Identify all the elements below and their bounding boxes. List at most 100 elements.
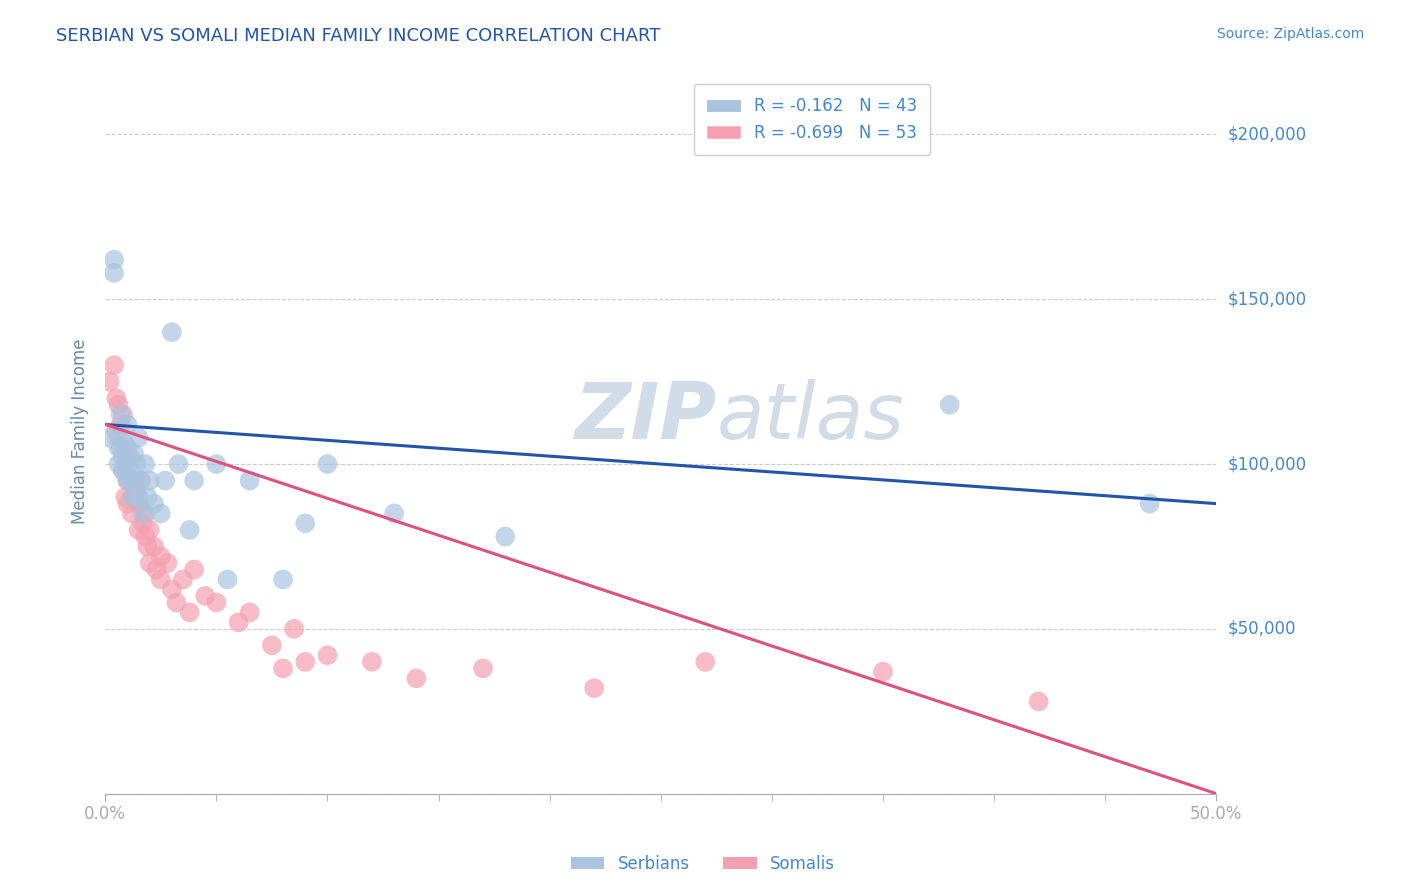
Point [98,431,121,445]
Point [118,450,141,465]
Point [1028,694,1050,708]
Point [128,431,150,445]
Point [121,507,143,521]
Point [361,655,384,669]
Point [382,507,405,521]
Point [194,589,217,603]
Text: $150,000: $150,000 [1227,290,1306,309]
Point [103,358,125,372]
Point [294,655,316,669]
Point [405,671,427,685]
Point [122,447,145,461]
Point [114,457,136,471]
Point [156,556,179,570]
Point [160,325,183,339]
Point [149,549,172,564]
Point [125,483,148,498]
Point [117,497,139,511]
Point [110,408,132,422]
Point [110,441,132,455]
Point [205,457,228,471]
Point [111,408,134,422]
Point [128,490,150,504]
Point [128,523,150,537]
Point [283,622,305,636]
Point [472,661,495,675]
Point [183,474,205,488]
Point [145,562,167,576]
Point [121,474,143,488]
Point [136,490,159,504]
Legend: R = -0.162   N = 43, R = -0.699   N = 53: R = -0.162 N = 43, R = -0.699 N = 53 [693,84,931,155]
Point [117,417,139,432]
Point [172,573,194,587]
Point [105,391,128,405]
Point [217,573,239,587]
Y-axis label: Median Family Income: Median Family Income [72,338,89,524]
Point [129,474,152,488]
Point [138,556,160,570]
Point [294,516,316,531]
Point [149,507,172,521]
Point [103,266,125,280]
Point [110,417,132,432]
Text: atlas: atlas [717,378,904,455]
Point [134,530,156,544]
Point [695,655,717,669]
Point [155,474,177,488]
Point [134,507,156,521]
Point [98,375,121,389]
Point [1139,497,1161,511]
Point [136,540,159,554]
Point [183,562,205,576]
Point [111,464,134,478]
Point [138,474,160,488]
Point [316,457,339,471]
Text: ZIP: ZIP [574,378,717,455]
Point [117,474,139,488]
Point [138,523,160,537]
Point [143,497,166,511]
Point [160,582,183,597]
Point [117,474,139,488]
Point [205,595,228,609]
Point [179,523,201,537]
Point [872,665,894,679]
Point [125,457,148,471]
Point [167,457,190,471]
Point [583,681,606,696]
Point [122,474,145,488]
Point [260,638,283,652]
Point [132,507,155,521]
Point [107,398,129,412]
Point [111,450,134,465]
Point [122,490,145,504]
Point [118,457,141,471]
Point [494,530,516,544]
Point [165,595,187,609]
Text: $50,000: $50,000 [1227,620,1296,638]
Point [149,573,172,587]
Point [179,606,201,620]
Point [107,457,129,471]
Point [121,490,143,504]
Text: Source: ZipAtlas.com: Source: ZipAtlas.com [1216,27,1364,41]
Point [114,490,136,504]
Point [143,540,166,554]
Point [117,441,139,455]
Point [239,606,262,620]
Point [316,648,339,663]
Point [107,441,129,455]
Point [128,497,150,511]
Point [134,457,156,471]
Text: $200,000: $200,000 [1227,126,1306,144]
Point [132,516,155,531]
Point [228,615,250,630]
Point [129,474,152,488]
Text: SERBIAN VS SOMALI MEDIAN FAMILY INCOME CORRELATION CHART: SERBIAN VS SOMALI MEDIAN FAMILY INCOME C… [56,27,661,45]
Point [271,573,294,587]
Point [271,661,294,675]
Text: $100,000: $100,000 [1227,455,1306,473]
Point [114,437,136,451]
Legend: Serbians, Somalis: Serbians, Somalis [564,848,842,880]
